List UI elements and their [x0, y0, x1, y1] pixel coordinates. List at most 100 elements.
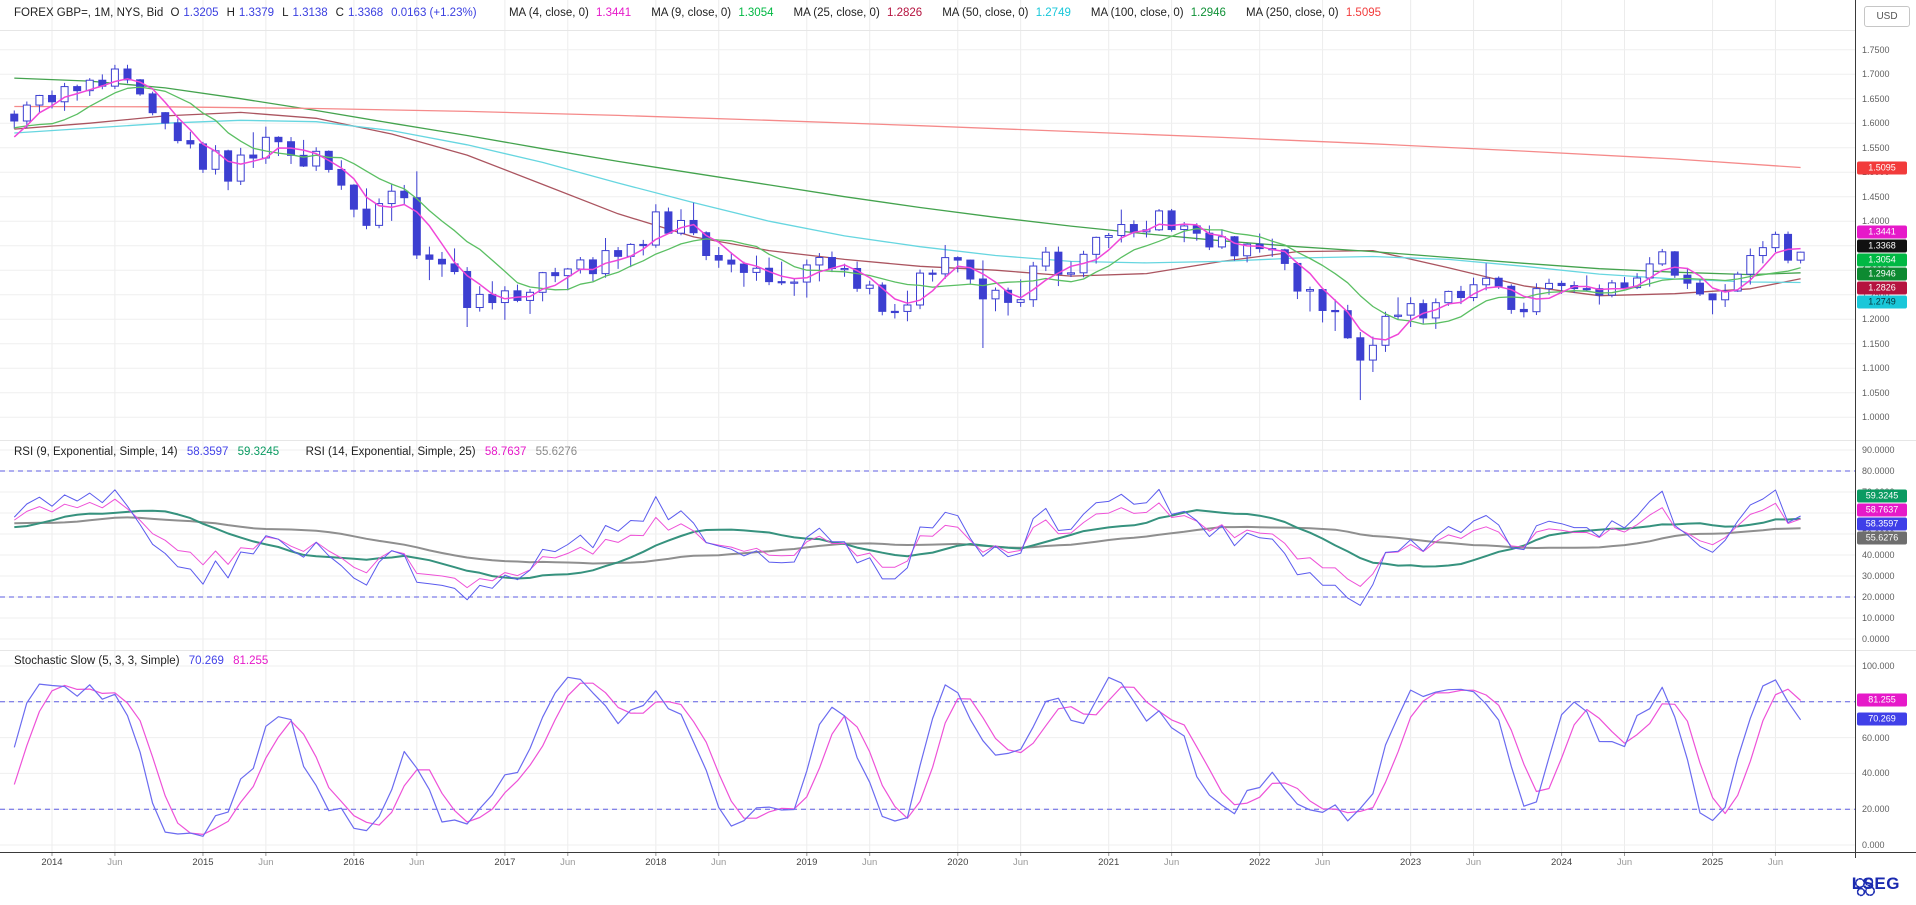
- price-tick: 1.1000: [1862, 363, 1890, 374]
- stoch-legend[interactable]: Stochastic Slow (5, 3, 3, Simple) 70.269…: [14, 655, 274, 667]
- x-label-year-2025: 2025: [1702, 857, 1724, 868]
- x-label-year-2024: 2024: [1551, 857, 1573, 868]
- axis-badge-81.255: 81.255: [1857, 693, 1907, 707]
- rsi2-label: RSI (14, Exponential, Simple, 25): [305, 446, 476, 458]
- rsi2-value: 58.7637: [484, 446, 527, 458]
- stoch-tick: 40.000: [1862, 768, 1890, 779]
- price-tick: 1.4000: [1862, 216, 1890, 227]
- ma-legend: MA (4, close, 0) 1.3441 MA (9, close, 0) …: [509, 7, 1401, 19]
- ohlc-l: L 1.3138: [282, 7, 328, 19]
- rsi-tick: 90.0000: [1862, 445, 1895, 455]
- axis-badge-1.3441: 1.3441: [1857, 225, 1907, 239]
- x-label-year-2017: 2017: [494, 857, 516, 868]
- rsi-tick: 0.0000: [1862, 634, 1890, 644]
- axis-badge-58.3597: 58.3597: [1857, 517, 1907, 531]
- x-label-jun: Jun: [1013, 857, 1029, 868]
- instrument-legend[interactable]: FOREX GBP=, 1M, NYS, Bid O 1.3205 H 1.3379 L…: [14, 7, 1405, 25]
- x-label-jun: Jun: [409, 857, 425, 868]
- x-label-year-2023: 2023: [1400, 857, 1422, 868]
- symbol-title: FOREX GBP=, 1M, NYS, Bid: [14, 7, 164, 19]
- x-label-year-2014: 2014: [41, 857, 63, 868]
- x-label-year-2015: 2015: [192, 857, 214, 868]
- x-label-jun: Jun: [107, 857, 123, 868]
- stoch-d-value: 81.255: [233, 655, 269, 667]
- stoch-k-value: 70.269: [188, 655, 224, 667]
- axis-badge-1.2946: 1.2946: [1857, 267, 1907, 281]
- rsi-tick: 80.0000: [1862, 466, 1895, 476]
- axis-badge-1.3368: 1.3368: [1857, 239, 1907, 253]
- ma-legend-item-0[interactable]: MA (4, close, 0) 1.3441: [508, 7, 632, 19]
- axis-badge-70.269: 70.269: [1857, 712, 1907, 726]
- rsi-tick: 10.0000: [1862, 613, 1895, 623]
- ma-legend-item-3[interactable]: MA (50, close, 0) 1.2749: [942, 7, 1071, 19]
- price-tick: 1.2500: [1862, 290, 1890, 300]
- x-label-year-2018: 2018: [645, 857, 667, 868]
- stoch-tick: 20.000: [1862, 804, 1890, 815]
- price-tick: 1.0500: [1862, 387, 1890, 398]
- ma-legend-item-4[interactable]: MA (100, close, 0) 1.2946: [1090, 7, 1226, 19]
- rsi-legend[interactable]: RSI (9, Exponential, Simple, 14) 58.3597…: [14, 446, 583, 458]
- x-label-jun: Jun: [258, 857, 274, 868]
- axis-badge-59.3245: 59.3245: [1857, 489, 1907, 503]
- axis-badge-1.3054: 1.3054: [1857, 253, 1907, 267]
- stoch-tick: 100.000: [1862, 661, 1895, 671]
- axis-notch: [1855, 853, 1856, 858]
- ohlc-h: H 1.3379: [226, 7, 275, 19]
- price-tick: 1.2000: [1862, 314, 1890, 325]
- x-label-jun: Jun: [560, 857, 576, 868]
- price-axis-border: [1855, 0, 1856, 852]
- price-tick: 1.1500: [1862, 338, 1890, 349]
- lseg-emblem-icon: [1854, 877, 1875, 897]
- rsi1-value: 58.3597: [186, 446, 229, 458]
- ma-legend-item-5[interactable]: MA (250, close, 0) 1.5095: [1245, 7, 1382, 19]
- currency-axis-button[interactable]: USD: [1864, 6, 1910, 27]
- price-tick: 1.0000: [1862, 412, 1890, 423]
- x-label-year-2020: 2020: [947, 857, 969, 868]
- stoch-tick: 0.000: [1862, 840, 1885, 850]
- x-label-jun: Jun: [1465, 857, 1482, 868]
- axis-badge-1.2749: 1.2749: [1857, 295, 1907, 309]
- x-label-year-2016: 2016: [343, 857, 365, 868]
- x-label-jun: Jun: [862, 857, 878, 868]
- x-label-jun: Jun: [1616, 857, 1633, 868]
- price-tick: 1.6500: [1862, 93, 1890, 104]
- time-axis-border: [0, 852, 1916, 853]
- rsi-tick: 20.0000: [1862, 592, 1895, 602]
- price-tick: 1.5500: [1862, 142, 1890, 153]
- rsi-tick: 40.0000: [1862, 550, 1895, 560]
- axis-badge-58.7637: 58.7637: [1857, 503, 1907, 517]
- rsi1-label: RSI (9, Exponential, Simple, 14): [14, 446, 178, 458]
- x-label-year-2022: 2022: [1249, 857, 1271, 868]
- rsi-pane-divider: [0, 440, 1916, 441]
- x-label-jun: Jun: [1314, 857, 1331, 868]
- x-label-jun: Jun: [1767, 857, 1784, 868]
- stoch-pane-divider: [0, 650, 1916, 651]
- x-label-jun: Jun: [1163, 857, 1180, 868]
- x-label-year-2019: 2019: [796, 857, 818, 868]
- stoch-label: Stochastic Slow (5, 3, 3, Simple): [14, 655, 180, 667]
- ma-legend-item-1[interactable]: MA (9, close, 0) 1.3054: [651, 7, 774, 19]
- axis-badge-1.5095: 1.5095: [1857, 161, 1907, 174]
- rsi1-ma-value: 59.3245: [237, 446, 280, 458]
- stoch-tick: 60.000: [1862, 732, 1890, 743]
- change-value: 0.0163 (+1.23%): [391, 7, 477, 19]
- price-tick: 1.4500: [1862, 191, 1890, 202]
- price-tick: 1.6000: [1862, 118, 1890, 129]
- price-tick: 1.7000: [1862, 69, 1890, 80]
- ma-legend-item-2[interactable]: MA (25, close, 0) 1.2826: [793, 7, 923, 19]
- axis-badge-1.2826: 1.2826: [1857, 281, 1907, 295]
- ohlc-values: O 1.3205 H 1.3379 L 1.3138 C 1.3368 0.0163 (+1.2…: [170, 7, 480, 19]
- header-divider: [0, 30, 1855, 31]
- lseg-logo: LSEG: [1851, 874, 1900, 897]
- x-label-year-2021: 2021: [1098, 857, 1120, 868]
- price-tick: 1.7500: [1862, 44, 1890, 55]
- axis-badge-55.6276: 55.6276: [1857, 531, 1907, 545]
- ohlc-o: O 1.3205: [170, 7, 219, 19]
- lseg-wordmark: LSEG: [1851, 874, 1900, 893]
- rsi-tick: 30.0000: [1862, 571, 1895, 581]
- x-label-jun: Jun: [711, 857, 727, 868]
- rsi2-ma-value: 55.6276: [535, 446, 578, 458]
- ohlc-c: C 1.3368: [335, 7, 384, 19]
